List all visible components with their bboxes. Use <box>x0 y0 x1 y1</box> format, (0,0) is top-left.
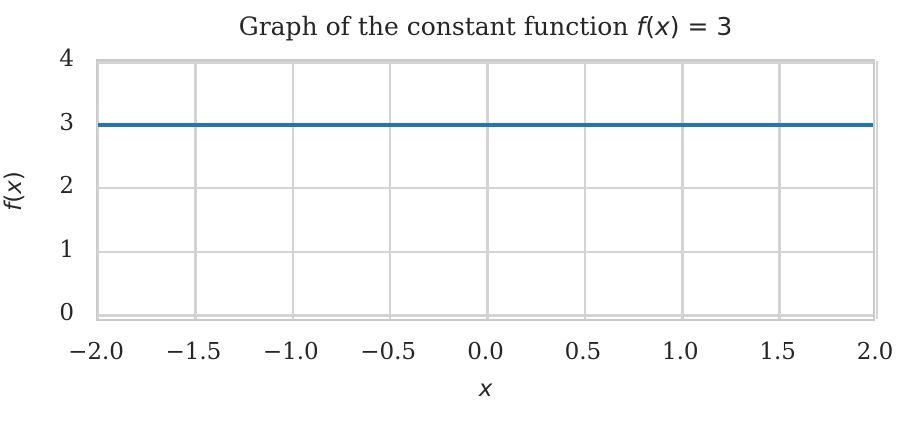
x-gridline <box>486 61 489 319</box>
y-axis-label-math-x: x <box>1 180 27 194</box>
chart-title-open-paren: ( <box>645 12 655 41</box>
chart-title-value: 3 <box>716 12 733 41</box>
y-tick-label: 0 <box>59 300 74 327</box>
y-axis-label: f(x) <box>0 115 28 267</box>
y-axis-label-math-f: f <box>1 202 27 211</box>
x-tick-label: 1.5 <box>759 339 796 365</box>
y-gridline <box>98 314 873 317</box>
chart-title-math-f: f <box>636 12 646 41</box>
x-tick-label: −1.0 <box>262 339 319 365</box>
y-tick-label: 3 <box>59 109 74 136</box>
x-tick-label: −0.5 <box>360 339 417 365</box>
y-gridline <box>98 250 873 254</box>
x-tick-label: 0.0 <box>467 339 504 365</box>
chart-title-math-x: x <box>654 12 670 41</box>
x-gridline <box>778 61 781 319</box>
x-tick-label: 1.0 <box>661 339 699 365</box>
x-gridline <box>583 61 587 319</box>
x-gridline <box>875 61 879 319</box>
y-axis-label-close-paren: ) <box>1 171 27 181</box>
x-axis-label-math-x: x <box>478 376 493 402</box>
x-tick-label: 0.5 <box>564 339 602 365</box>
x-tick-label: −1.5 <box>165 339 222 365</box>
y-gridline <box>98 186 873 190</box>
y-tick-label: 1 <box>59 236 74 263</box>
chart-title-equals: = <box>679 12 717 41</box>
chart-title-close-paren: ) <box>669 12 680 41</box>
x-gridline <box>194 61 197 319</box>
y-axis-label-open-paren: ( <box>1 193 27 203</box>
y-tick-label: 4 <box>59 46 74 72</box>
x-gridline <box>681 61 684 319</box>
x-tick-label: −2.0 <box>68 339 124 365</box>
chart-title-text: Graph of the constant function <box>238 12 637 41</box>
x-gridline <box>291 61 294 319</box>
chart-title: Graph of the constant function f(x) = 3 <box>96 11 875 43</box>
x-gridline <box>96 61 100 319</box>
x-tick-label: 2.0 <box>856 339 894 365</box>
y-tick-label: 2 <box>59 173 74 200</box>
x-gridline <box>388 61 392 319</box>
x-axis-label: x <box>96 375 875 403</box>
plot-area <box>96 59 879 321</box>
y-gridline <box>98 61 873 64</box>
constant-function-line <box>98 122 873 127</box>
